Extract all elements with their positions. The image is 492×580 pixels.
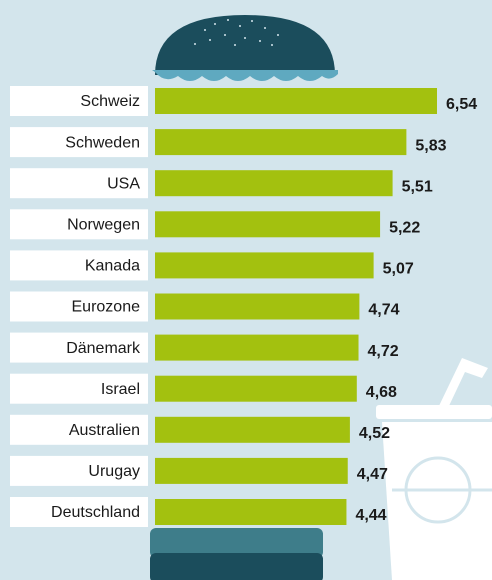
- sesame: [194, 19, 279, 46]
- bar: [155, 457, 348, 484]
- bottom-bun: [150, 553, 323, 580]
- label-box: [10, 497, 148, 527]
- bottom-bun-top: [150, 528, 323, 558]
- bar: [155, 293, 360, 320]
- category-label: Deutschland: [51, 504, 140, 521]
- category-label: Schweden: [65, 134, 140, 151]
- bar: [155, 211, 381, 238]
- bar: [155, 88, 437, 114]
- label-box: [10, 127, 148, 158]
- value-label: 4,72: [368, 343, 399, 360]
- label-box: [10, 373, 148, 404]
- category-label: Schweiz: [80, 93, 140, 110]
- category-label: Eurozone: [72, 299, 141, 316]
- label-box: [10, 455, 148, 486]
- label-box: [10, 414, 148, 445]
- category-label: Kanada: [85, 258, 140, 275]
- value-label: 4,52: [359, 425, 390, 442]
- category-label: Dänemark: [66, 340, 141, 357]
- category-label: USA: [107, 175, 140, 192]
- top-bun: [155, 15, 335, 75]
- label-box: [10, 332, 148, 363]
- bar: [155, 375, 357, 402]
- label-box: [10, 168, 148, 199]
- label-box: [10, 250, 148, 281]
- bar: [155, 252, 374, 279]
- category-label: Israel: [101, 381, 140, 398]
- bar: [155, 416, 350, 443]
- cup-icon: [376, 358, 492, 580]
- value-label: 4,47: [357, 466, 388, 483]
- bar: [155, 170, 393, 197]
- value-label: 4,68: [366, 384, 397, 401]
- bar: [155, 334, 359, 361]
- bar: [155, 129, 407, 156]
- value-label: 4,44: [355, 507, 386, 524]
- value-label: 5,07: [383, 261, 414, 278]
- value-label: 5,83: [415, 137, 446, 154]
- category-label: Norwegen: [67, 217, 140, 234]
- value-label: 6,54: [446, 96, 477, 113]
- category-label: Australien: [69, 422, 140, 439]
- category-label: Urugay: [88, 463, 140, 480]
- label-box: [10, 291, 148, 322]
- label-box: [10, 86, 148, 116]
- value-label: 5,22: [389, 220, 420, 237]
- bar: [155, 499, 347, 525]
- lettuce: [152, 70, 338, 81]
- value-label: 5,51: [402, 178, 433, 195]
- label-box: [10, 209, 148, 240]
- value-label: 4,74: [368, 302, 399, 319]
